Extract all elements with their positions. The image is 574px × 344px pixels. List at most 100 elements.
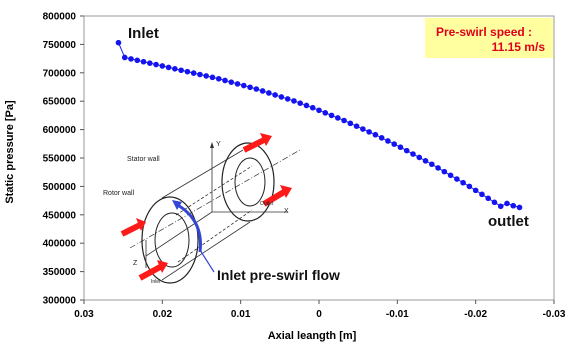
data-point — [284, 96, 291, 102]
preswirl-speed-box — [425, 18, 553, 58]
data-point — [222, 77, 228, 84]
y-tick-label: 450000 — [43, 210, 77, 221]
data-point — [328, 112, 335, 119]
x-axis-label: Axial leangth [m] — [268, 330, 357, 342]
data-point — [504, 200, 510, 207]
data-point — [472, 187, 479, 194]
outlet-annotation: outlet — [488, 213, 529, 230]
data-point — [397, 144, 404, 151]
data-point — [366, 129, 372, 135]
data-point — [391, 141, 398, 147]
data-point — [335, 115, 341, 121]
data-point — [403, 147, 410, 154]
data-point — [147, 60, 153, 66]
data-point — [316, 107, 322, 114]
x-tick-label: 0.03 — [74, 309, 94, 320]
data-point — [197, 71, 203, 78]
data-point — [360, 126, 366, 132]
data-point — [416, 154, 423, 161]
data-point — [203, 73, 209, 79]
x-tick-label: 0.02 — [153, 309, 173, 320]
data-point — [454, 176, 460, 182]
data-point — [422, 158, 429, 164]
data-point — [372, 131, 379, 138]
data-point — [209, 74, 216, 81]
data-point — [241, 82, 247, 89]
data-point — [516, 204, 523, 211]
data-point — [341, 117, 347, 124]
data-point — [303, 102, 310, 109]
data-point — [165, 64, 172, 71]
data-point — [322, 110, 329, 116]
data-point — [429, 161, 435, 168]
data-point — [479, 191, 485, 198]
flow-arrow-icon — [120, 133, 292, 281]
y-tick-label: 350000 — [43, 267, 77, 278]
axis-x-label: X — [284, 208, 289, 215]
data-point — [278, 94, 285, 100]
data-point — [385, 138, 391, 144]
data-points — [115, 39, 523, 211]
data-point — [347, 120, 354, 127]
y-axis-label: Static pressure [Pa] — [4, 100, 16, 204]
data-point — [309, 104, 316, 111]
data-point — [441, 168, 448, 175]
inlet-annotation: Inlet — [128, 25, 159, 42]
y-tick-label: 750000 — [43, 40, 77, 51]
x-tick-label: 0 — [316, 309, 322, 320]
rotor-wall-label: Rotor wall — [103, 190, 135, 197]
data-point — [291, 98, 297, 104]
data-point — [510, 202, 517, 209]
data-point — [485, 195, 492, 202]
data-point — [497, 203, 504, 210]
outlet-small-label: Outlet — [260, 201, 274, 207]
data-point — [128, 56, 134, 62]
data-point — [234, 81, 241, 87]
data-point — [272, 92, 278, 98]
data-point — [353, 123, 360, 129]
data-point — [159, 63, 166, 69]
data-point — [247, 84, 253, 91]
data-point — [266, 90, 272, 96]
preswirl-speed-value: 11.15 m/s — [492, 40, 546, 54]
data-point — [121, 54, 128, 61]
y-tick-label: 800000 — [43, 12, 77, 23]
series-line — [118, 42, 520, 208]
axis-z-label: Z — [133, 260, 138, 267]
y-tick-label: 500000 — [43, 182, 77, 193]
x-tick-label: -0.01 — [386, 309, 409, 320]
y-tick-label: 300000 — [43, 296, 77, 307]
data-point — [184, 68, 191, 75]
data-point — [178, 67, 184, 74]
data-point — [410, 151, 416, 157]
data-point — [115, 39, 122, 46]
data-point — [378, 135, 385, 141]
data-point — [172, 66, 178, 72]
y-tick-label: 600000 — [43, 125, 77, 136]
data-point — [215, 75, 222, 82]
data-point — [134, 57, 141, 64]
data-point — [228, 79, 235, 85]
x-axis-ticks: 0.03 0.02 0.01 0 -0.01 -0.02 -0.03 — [74, 300, 566, 320]
y-tick-label: 400000 — [43, 239, 77, 250]
y-tick-label: 700000 — [43, 68, 77, 79]
rotor-stator-diagram: Stator wall Rotor wall Y X Z Inlet Outle… — [103, 133, 340, 285]
inlet-preswirl-flow-label: Inlet pre-swirl flow — [217, 267, 340, 283]
data-point — [153, 61, 159, 68]
data-point — [435, 165, 441, 171]
inlet-small-label: Inlet — [151, 279, 161, 285]
x-tick-label: 0.01 — [231, 309, 251, 320]
data-point — [466, 183, 473, 190]
data-point — [253, 86, 260, 92]
data-point — [259, 88, 266, 94]
x-tick-label: -0.02 — [464, 309, 487, 320]
y-axis-ticks: 300000 350000 400000 450000 500000 550000 6000… — [43, 12, 84, 307]
data-point — [297, 100, 304, 106]
stator-wall-label: Stator wall — [127, 156, 160, 163]
data-point — [460, 179, 466, 186]
y-tick-label: 550000 — [43, 154, 77, 165]
preswirl-speed-label: Pre-swirl speed : — [436, 25, 532, 39]
data-point — [447, 172, 454, 179]
data-point — [491, 199, 498, 206]
